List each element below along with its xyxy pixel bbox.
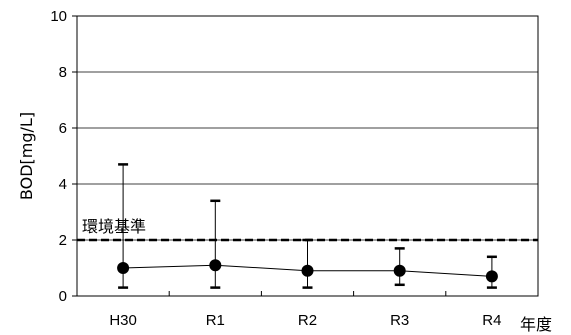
y-axis-label: BOD[mg/L] (17, 112, 36, 200)
y-tick-label-6: 6 (59, 120, 67, 137)
y-tick-label-0: 0 (59, 288, 67, 305)
series-group (117, 163, 498, 289)
data-point-H30 (117, 262, 130, 274)
y-axis-ticks: 0 2 4 6 8 10 (50, 8, 77, 305)
y-tick-label-10: 10 (50, 8, 67, 25)
data-point-R3 (393, 264, 406, 277)
data-point-R1 (209, 259, 222, 272)
x-tick-label-R2: R2 (298, 312, 317, 329)
x-tick-label-R3: R3 (390, 312, 409, 329)
y-tick-label-4: 4 (59, 176, 67, 193)
x-tick-label-R1: R1 (206, 312, 225, 329)
x-tick-label-R4: R4 (482, 312, 501, 329)
data-point-R4 (485, 270, 498, 283)
reference-line-label: 環境基準 (82, 217, 146, 236)
y-tick-label-8: 8 (59, 64, 67, 81)
data-point-R2 (301, 264, 314, 277)
x-tick-label-H30: H30 (109, 312, 137, 329)
y-tick-label-2: 2 (59, 232, 67, 249)
x-axis-label: 年度 (520, 315, 552, 334)
x-axis-ticks: H30 R1 R2 R3 R4 (109, 291, 501, 329)
